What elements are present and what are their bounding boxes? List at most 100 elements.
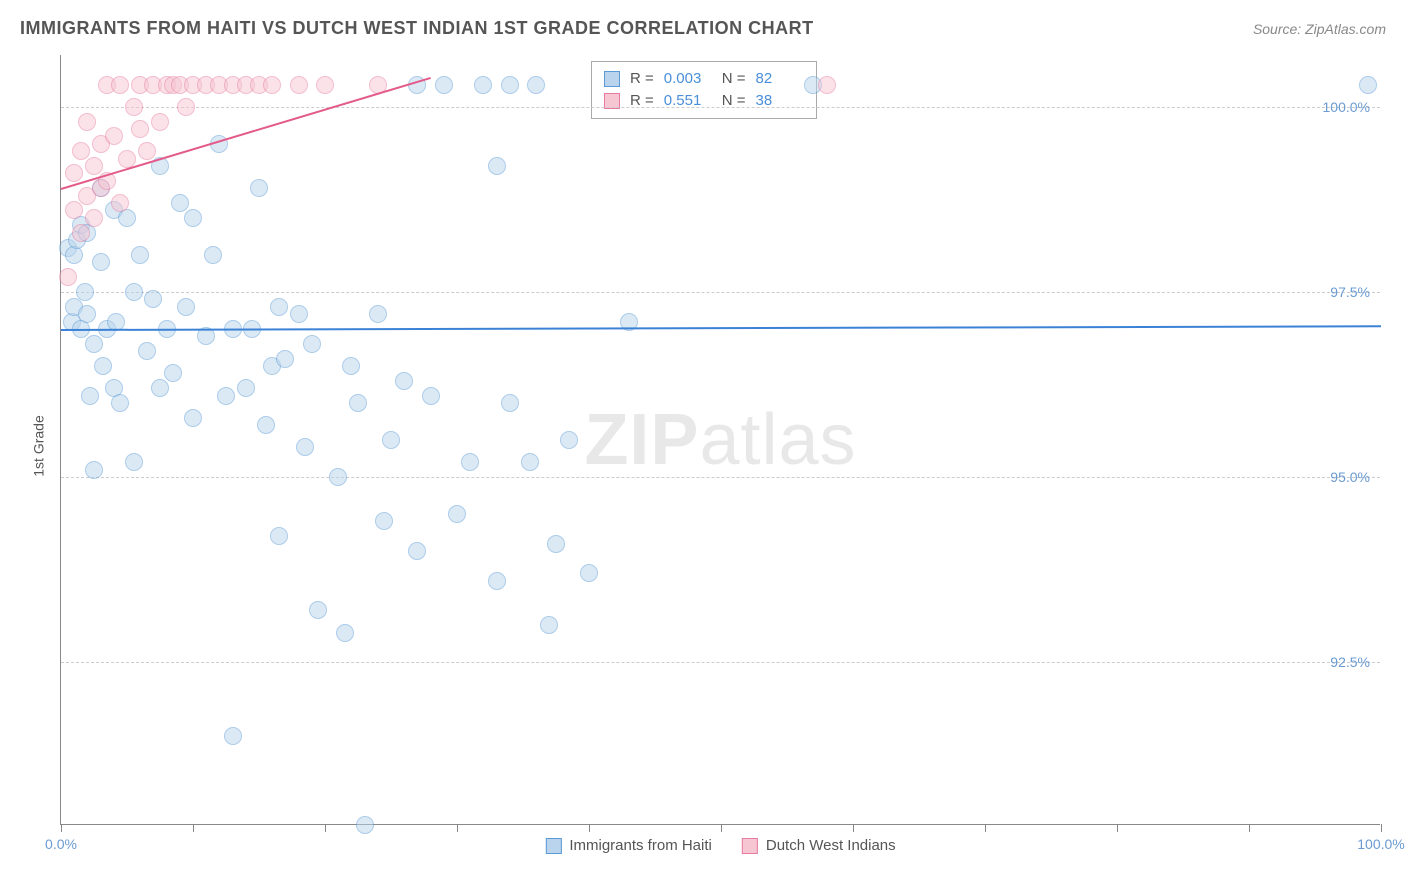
data-point [369, 305, 387, 323]
xtick [325, 824, 326, 832]
stat-N-label: N = [722, 68, 746, 90]
data-point [72, 224, 90, 242]
data-point [81, 387, 99, 405]
data-point [382, 431, 400, 449]
data-point [65, 201, 83, 219]
data-point [356, 816, 374, 834]
xtick [193, 824, 194, 832]
data-point [488, 572, 506, 590]
data-point [78, 113, 96, 131]
data-point [296, 438, 314, 456]
data-point [151, 113, 169, 131]
data-point [144, 290, 162, 308]
data-point [336, 624, 354, 642]
series-legend: Immigrants from Haiti Dutch West Indians [545, 837, 895, 854]
data-point [461, 453, 479, 471]
data-point [164, 364, 182, 382]
ytick-label: 97.5% [1330, 284, 1370, 300]
data-point [474, 76, 492, 94]
data-point [270, 298, 288, 316]
stat-R-value: 0.551 [664, 90, 712, 112]
stat-N-value: 82 [756, 68, 804, 90]
data-point [59, 268, 77, 286]
xtick [1381, 824, 1382, 832]
data-point [263, 76, 281, 94]
data-point [290, 305, 308, 323]
data-point [547, 535, 565, 553]
data-point [290, 76, 308, 94]
data-point [527, 76, 545, 94]
source-label: Source: ZipAtlas.com [1253, 21, 1386, 37]
data-point [65, 164, 83, 182]
xtick [61, 824, 62, 832]
stats-row: R =0.003N =82 [604, 68, 804, 90]
data-point [151, 379, 169, 397]
xtick [985, 824, 986, 832]
data-point [395, 372, 413, 390]
data-point [171, 194, 189, 212]
stats-row: R =0.551N =38 [604, 90, 804, 112]
data-point [257, 416, 275, 434]
xtick [457, 824, 458, 832]
data-point [435, 76, 453, 94]
swatch-icon [545, 838, 561, 854]
data-point [177, 298, 195, 316]
data-point [521, 453, 539, 471]
data-point [540, 616, 558, 634]
data-point [224, 727, 242, 745]
stat-R-label: R = [630, 68, 654, 90]
stat-R-label: R = [630, 90, 654, 112]
data-point [105, 127, 123, 145]
data-point [408, 542, 426, 560]
watermark: ZIPatlas [584, 399, 856, 481]
stats-legend: R =0.003N =82R =0.551N =38 [591, 61, 817, 119]
gridline-h [61, 477, 1380, 478]
ytick-label: 100.0% [1323, 99, 1370, 115]
xtick [1117, 824, 1118, 832]
chart-plot-area: ZIPatlas R =0.003N =82R =0.551N =38 Immi… [60, 55, 1380, 825]
data-point [85, 157, 103, 175]
data-point [131, 120, 149, 138]
data-point [270, 527, 288, 545]
data-point [309, 601, 327, 619]
xtick [721, 824, 722, 832]
data-point [92, 253, 110, 271]
data-point [111, 394, 129, 412]
data-point [342, 357, 360, 375]
data-point [94, 357, 112, 375]
ytick-label: 92.5% [1330, 654, 1370, 670]
data-point [329, 468, 347, 486]
data-point [276, 350, 294, 368]
legend-label: Immigrants from Haiti [569, 837, 712, 854]
legend-item: Dutch West Indians [742, 837, 896, 854]
data-point [580, 564, 598, 582]
data-point [138, 342, 156, 360]
watermark-bold: ZIP [584, 400, 699, 480]
legend-item: Immigrants from Haiti [545, 837, 712, 854]
data-point [76, 283, 94, 301]
data-point [237, 379, 255, 397]
data-point [131, 246, 149, 264]
chart-title: IMMIGRANTS FROM HAITI VS DUTCH WEST INDI… [20, 18, 814, 39]
data-point [184, 209, 202, 227]
stat-N-label: N = [722, 90, 746, 112]
data-point [560, 431, 578, 449]
gridline-h [61, 292, 1380, 293]
data-point [111, 194, 129, 212]
swatch-icon [742, 838, 758, 854]
data-point [85, 209, 103, 227]
data-point [303, 335, 321, 353]
data-point [111, 76, 129, 94]
ytick-label: 95.0% [1330, 469, 1370, 485]
data-point [125, 283, 143, 301]
data-point [217, 387, 235, 405]
data-point [316, 76, 334, 94]
data-point [250, 179, 268, 197]
data-point [125, 453, 143, 471]
xtick [1249, 824, 1250, 832]
data-point [448, 505, 466, 523]
data-point [349, 394, 367, 412]
gridline-h [61, 662, 1380, 663]
data-point [125, 98, 143, 116]
data-point [184, 409, 202, 427]
